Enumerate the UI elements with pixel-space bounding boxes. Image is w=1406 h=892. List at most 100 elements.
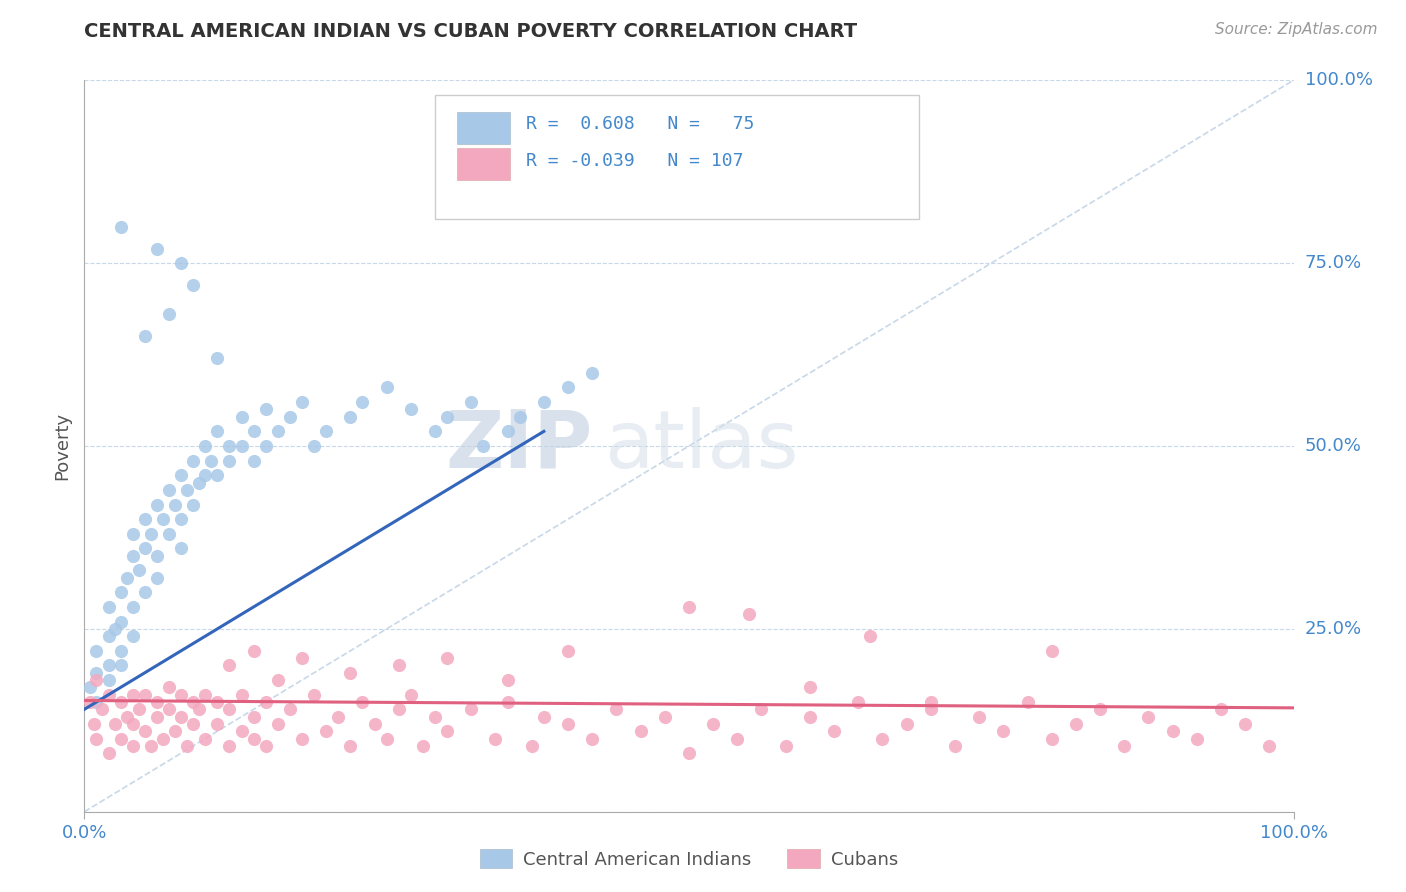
Point	[134, 512, 156, 526]
Point	[194, 468, 217, 483]
Y-axis label: Poverty: Poverty	[53, 412, 72, 480]
Point	[157, 483, 180, 497]
Point	[218, 658, 240, 673]
Point	[146, 709, 169, 723]
Point	[86, 665, 108, 680]
Point	[436, 724, 458, 739]
Point	[460, 702, 482, 716]
Text: R =  0.608   N =   75: R = 0.608 N = 75	[526, 115, 754, 133]
Point	[91, 702, 114, 716]
Point	[110, 585, 132, 599]
Point	[859, 629, 882, 643]
Point	[110, 695, 132, 709]
Point	[315, 724, 337, 739]
Point	[254, 439, 277, 453]
Point	[110, 658, 132, 673]
Point	[121, 629, 143, 643]
Point	[207, 351, 229, 366]
Point	[375, 380, 398, 394]
Point	[218, 702, 240, 716]
Point	[181, 278, 204, 293]
Text: Source: ZipAtlas.com: Source: ZipAtlas.com	[1215, 22, 1378, 37]
Point	[678, 599, 700, 614]
Point	[170, 688, 193, 702]
Point	[139, 739, 162, 753]
Point	[352, 695, 374, 709]
Point	[1040, 731, 1063, 746]
Point	[472, 439, 495, 453]
Point	[725, 731, 748, 746]
Point	[254, 402, 277, 417]
Point	[1017, 695, 1039, 709]
Point	[302, 688, 325, 702]
Point	[460, 395, 482, 409]
Point	[231, 439, 253, 453]
Point	[291, 731, 314, 746]
Point	[1234, 717, 1257, 731]
Point	[993, 724, 1015, 739]
Point	[799, 709, 821, 723]
Point	[134, 541, 156, 556]
Point	[176, 483, 198, 497]
Point	[121, 549, 143, 563]
Point	[79, 695, 101, 709]
Point	[388, 658, 411, 673]
Point	[207, 425, 229, 439]
Point	[110, 219, 132, 234]
Point	[399, 402, 422, 417]
Point	[388, 702, 411, 716]
Text: R = -0.039   N = 107: R = -0.039 N = 107	[526, 152, 744, 169]
Point	[242, 731, 264, 746]
Point	[423, 709, 446, 723]
Point	[86, 644, 108, 658]
Point	[121, 739, 143, 753]
Point	[97, 629, 120, 643]
Point	[896, 717, 918, 731]
Point	[436, 651, 458, 665]
Point	[967, 709, 990, 723]
Point	[920, 702, 942, 716]
Point	[157, 681, 180, 695]
Point	[139, 526, 162, 541]
Point	[194, 688, 217, 702]
Point	[86, 695, 108, 709]
Point	[79, 681, 101, 695]
Text: 25.0%: 25.0%	[1305, 620, 1362, 638]
Point	[630, 724, 652, 739]
Point	[267, 425, 290, 439]
Point	[943, 739, 966, 753]
Point	[254, 695, 277, 709]
Point	[194, 731, 217, 746]
Point	[181, 498, 204, 512]
FancyBboxPatch shape	[434, 95, 918, 219]
Point	[533, 709, 555, 723]
Point	[846, 695, 869, 709]
Point	[207, 695, 229, 709]
Point	[83, 717, 105, 731]
Point	[254, 739, 277, 753]
Point	[104, 717, 127, 731]
Point	[823, 724, 845, 739]
Point	[207, 468, 229, 483]
Point	[163, 724, 186, 739]
Point	[920, 695, 942, 709]
Point	[121, 688, 143, 702]
Point	[242, 644, 264, 658]
Point	[557, 717, 579, 731]
Point	[375, 731, 398, 746]
Point	[678, 746, 700, 760]
Point	[134, 724, 156, 739]
Point	[291, 651, 314, 665]
Point	[170, 256, 193, 270]
Point	[738, 607, 761, 622]
Point	[799, 681, 821, 695]
Point	[128, 702, 150, 716]
Point	[104, 622, 127, 636]
Text: 75.0%: 75.0%	[1305, 254, 1362, 272]
Point	[152, 512, 174, 526]
Point	[557, 644, 579, 658]
Legend: Central American Indians, Cubans: Central American Indians, Cubans	[472, 842, 905, 876]
Point	[872, 731, 894, 746]
Point	[1185, 731, 1208, 746]
Point	[163, 498, 186, 512]
